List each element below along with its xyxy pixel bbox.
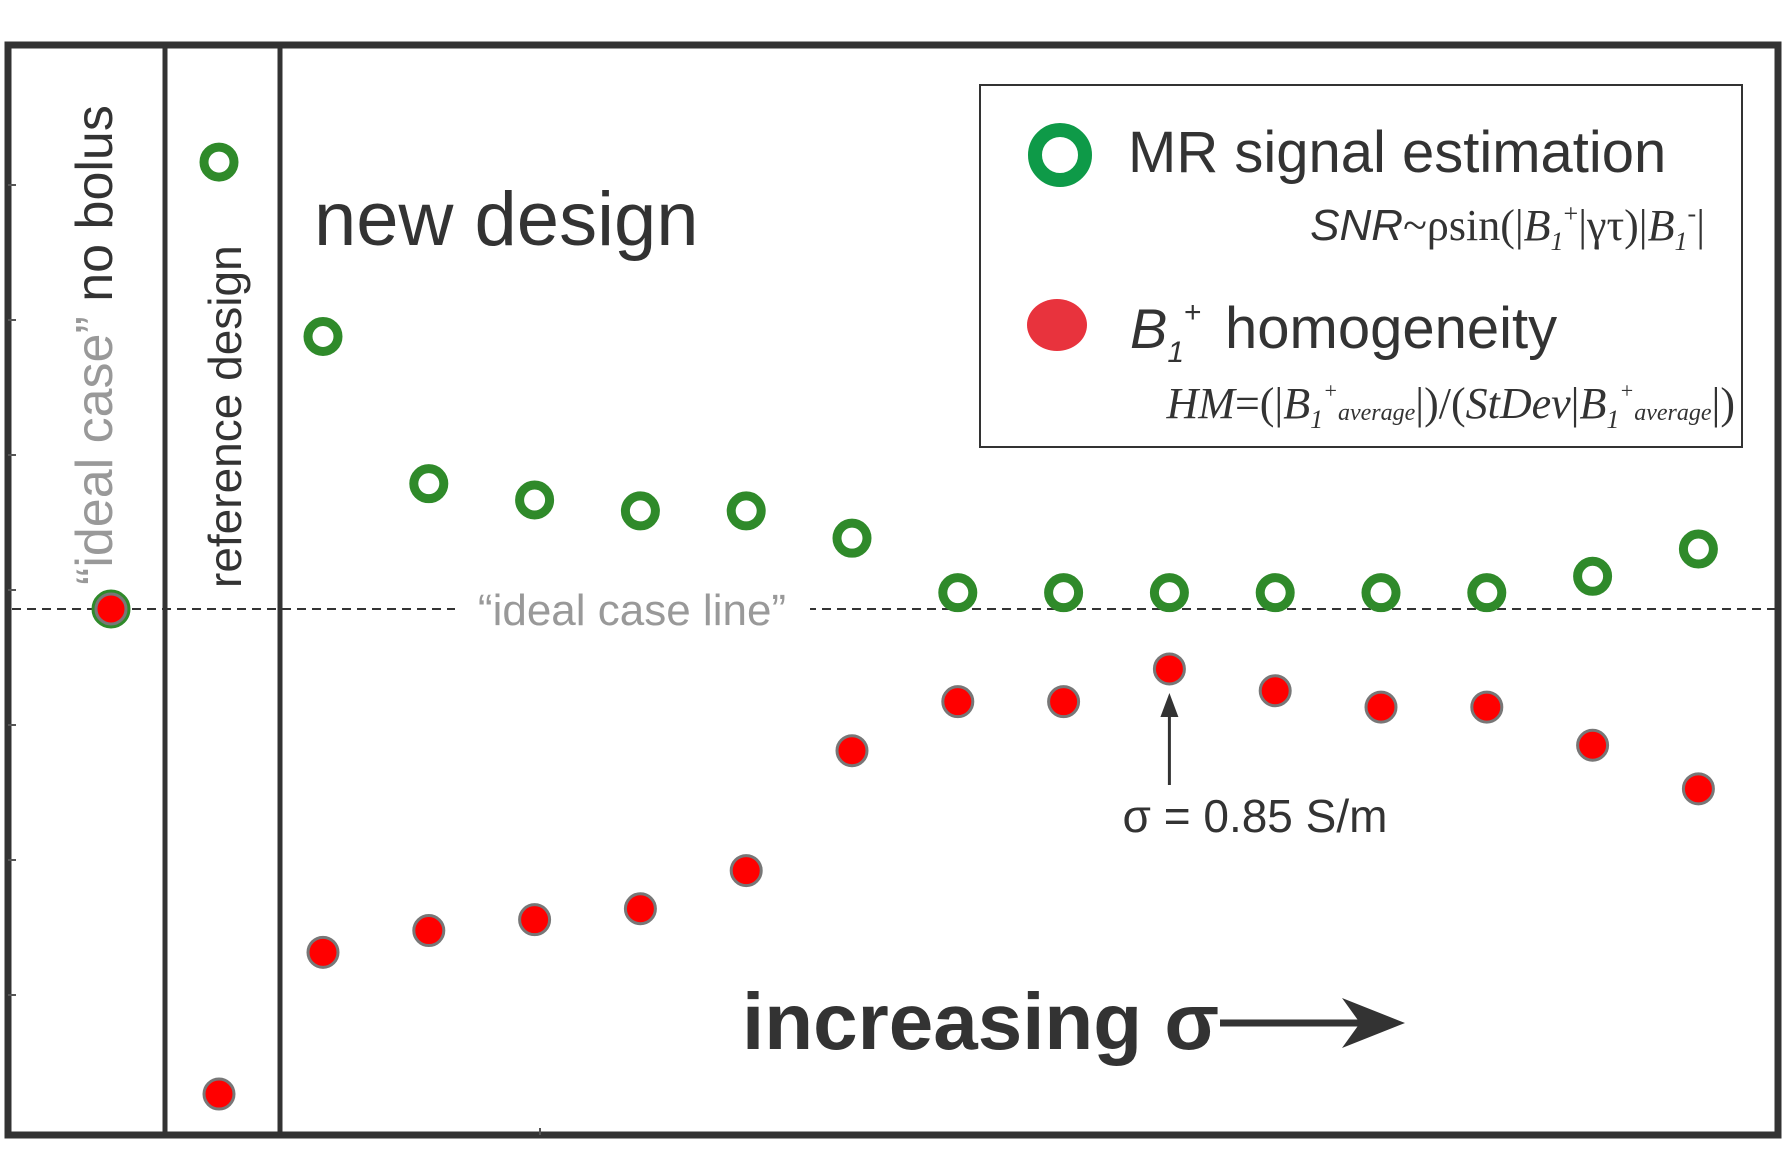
- mr-point: [1467, 573, 1507, 613]
- mr-point: [1361, 573, 1401, 613]
- annotation-label: σ = 0.85 S/m: [1123, 790, 1388, 842]
- hm-point-reference: [202, 1077, 236, 1111]
- mr-point: [515, 480, 555, 520]
- mr-point: [1255, 573, 1295, 613]
- mr-point: [832, 518, 872, 558]
- mr-point: [409, 464, 449, 504]
- mr-point: [1149, 573, 1189, 613]
- hm-point: [729, 854, 763, 888]
- hm-point: [306, 935, 340, 969]
- y-axis-ticks: [8, 184, 541, 1135]
- hm-point: [941, 685, 975, 719]
- mr-point: [938, 573, 978, 613]
- mr-point: [1044, 573, 1084, 613]
- mr-point-reference: [199, 142, 239, 182]
- legend-box: [979, 84, 1743, 448]
- data-marks: [91, 142, 1718, 1111]
- legend-mr-formula: SNR~ρsin(|B1+|γτ)|B1-|: [1310, 199, 1705, 256]
- hm-point: [412, 914, 446, 948]
- hm-point: [1047, 685, 1081, 719]
- hm-point: [835, 734, 869, 768]
- hm-point: [623, 892, 657, 926]
- mr-point: [620, 491, 660, 531]
- mr-point: [303, 317, 343, 356]
- legend-hm-marker: [1027, 299, 1087, 351]
- ideal-case-panel-label: “ideal case” no bolus: [66, 105, 124, 585]
- x-axis-arrow-head: [1342, 998, 1405, 1048]
- ideal-case-line-label: “ideal case line”: [478, 586, 786, 635]
- hm-point: [1258, 674, 1292, 708]
- legend-mr-label: MR signal estimation: [1128, 120, 1666, 185]
- hm-point: [1152, 652, 1186, 686]
- hm-point: [1681, 772, 1715, 806]
- annotation-arrow-head: [1160, 692, 1179, 717]
- ideal-case-label-bg: [455, 578, 810, 638]
- x-axis-label: increasing σ: [742, 977, 1219, 1066]
- ideal-case-label-grey: “ideal case”: [66, 316, 124, 585]
- hm-point: [1470, 690, 1504, 724]
- hm-point: [518, 903, 552, 937]
- legend-hm-label: homogeneity: [1225, 296, 1557, 361]
- legend-mr-marker: [1028, 123, 1092, 187]
- x-axis-label-group: increasing σ: [742, 977, 1405, 1066]
- hm-point: [1364, 690, 1398, 724]
- mr-point: [1573, 556, 1613, 596]
- annotation: σ = 0.85 S/m: [1123, 692, 1388, 842]
- hm-point: [1576, 728, 1610, 762]
- mr-point: [1678, 529, 1718, 569]
- reference-design-label: reference design: [199, 245, 251, 588]
- no-bolus-label: no bolus: [66, 105, 124, 316]
- legend: MR signal estimation SNR~ρsin(|B1+|γτ)|B…: [979, 84, 1743, 448]
- hm-point-ideal: [94, 592, 128, 626]
- mr-point: [726, 491, 766, 531]
- new-design-label: new design: [314, 177, 699, 262]
